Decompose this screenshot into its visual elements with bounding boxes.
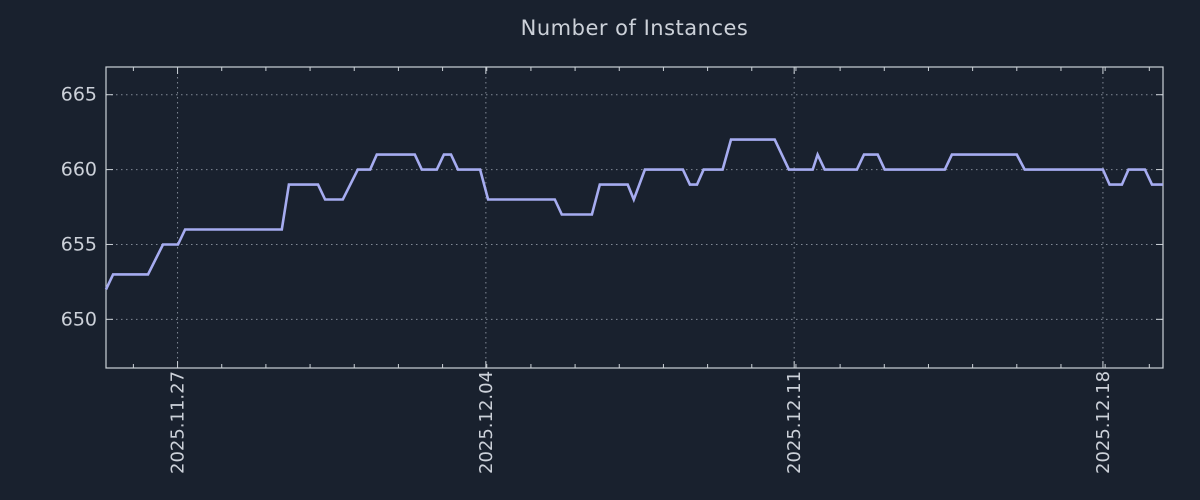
chart-title: Number of Instances — [520, 16, 749, 40]
x-tick-label: 2025.12.18 — [1093, 371, 1114, 474]
x-tick-label: 2025.12.11 — [784, 371, 805, 474]
y-tick-label: 660 — [61, 159, 97, 181]
y-tick-label: 655 — [61, 233, 97, 255]
x-tick-label: 2025.12.04 — [476, 371, 497, 474]
x-tick-label: 2025.11.27 — [168, 371, 189, 474]
plot-border — [105, 66, 1164, 369]
y-tick-label: 650 — [61, 308, 97, 330]
series-line-instances — [104, 138, 1163, 290]
y-tick-label: 665 — [61, 84, 97, 106]
